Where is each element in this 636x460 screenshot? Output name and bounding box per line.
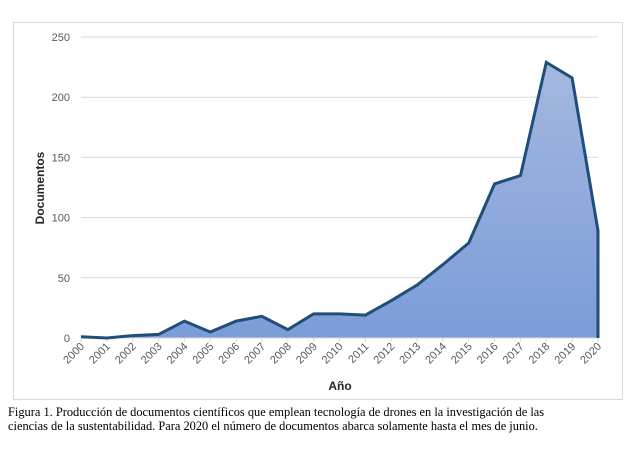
- x-tick-label: 2006: [216, 341, 242, 367]
- x-tick-label: 2001: [87, 341, 113, 367]
- y-axis-label: Documentos: [33, 151, 47, 224]
- y-axis-ticks: 0 50 100 150 200 250: [52, 32, 70, 345]
- x-tick-label: 2009: [294, 341, 320, 367]
- x-tick-label: 2007: [242, 341, 268, 367]
- x-tick-label: 2002: [113, 341, 139, 367]
- x-axis-label: Año: [328, 379, 351, 393]
- x-tick-label: 2012: [372, 341, 398, 367]
- x-tick-label: 2003: [139, 341, 165, 367]
- x-tick-label: 2019: [552, 341, 578, 367]
- caption-line-1: Figura 1. Producción de documentos cient…: [8, 405, 545, 419]
- series-line: [80, 59, 600, 340]
- x-tick-label: 2005: [191, 341, 217, 367]
- y-tick-label: 0: [64, 333, 70, 345]
- x-axis-ticks: 2000 2001 2002 2003 2004 2005 2006 2007 2008 2009…: [61, 338, 604, 366]
- figure-caption: Figura 1. Producción de documentos cient…: [8, 405, 628, 433]
- area-fill: [81, 62, 598, 339]
- y-tick-label: 50: [58, 273, 70, 285]
- x-tick-label: 2018: [527, 341, 553, 367]
- x-tick-label: 2015: [449, 341, 475, 367]
- x-tick-label: 2010: [320, 341, 346, 367]
- caption-line-2: ciencias de la sustentabilidad. Para 202…: [8, 419, 538, 433]
- x-tick-label: 2016: [475, 341, 501, 367]
- x-tick-label: 2013: [397, 341, 423, 367]
- x-tick-label: 2017: [501, 341, 527, 367]
- area-chart: 0 50 100 150 200 250 2000 2001 2002 2003 2004 2005…: [33, 32, 604, 393]
- y-tick-label: 100: [52, 213, 70, 225]
- x-tick-label: 2004: [165, 341, 191, 367]
- x-tick-label: 2020: [578, 341, 604, 367]
- y-tick-label: 200: [52, 92, 70, 104]
- y-tick-label: 150: [52, 152, 70, 164]
- x-tick-label: 2008: [268, 341, 294, 367]
- y-tick-label: 250: [52, 32, 70, 44]
- x-tick-label: 2011: [346, 341, 371, 366]
- x-tick-label: 2014: [423, 341, 449, 367]
